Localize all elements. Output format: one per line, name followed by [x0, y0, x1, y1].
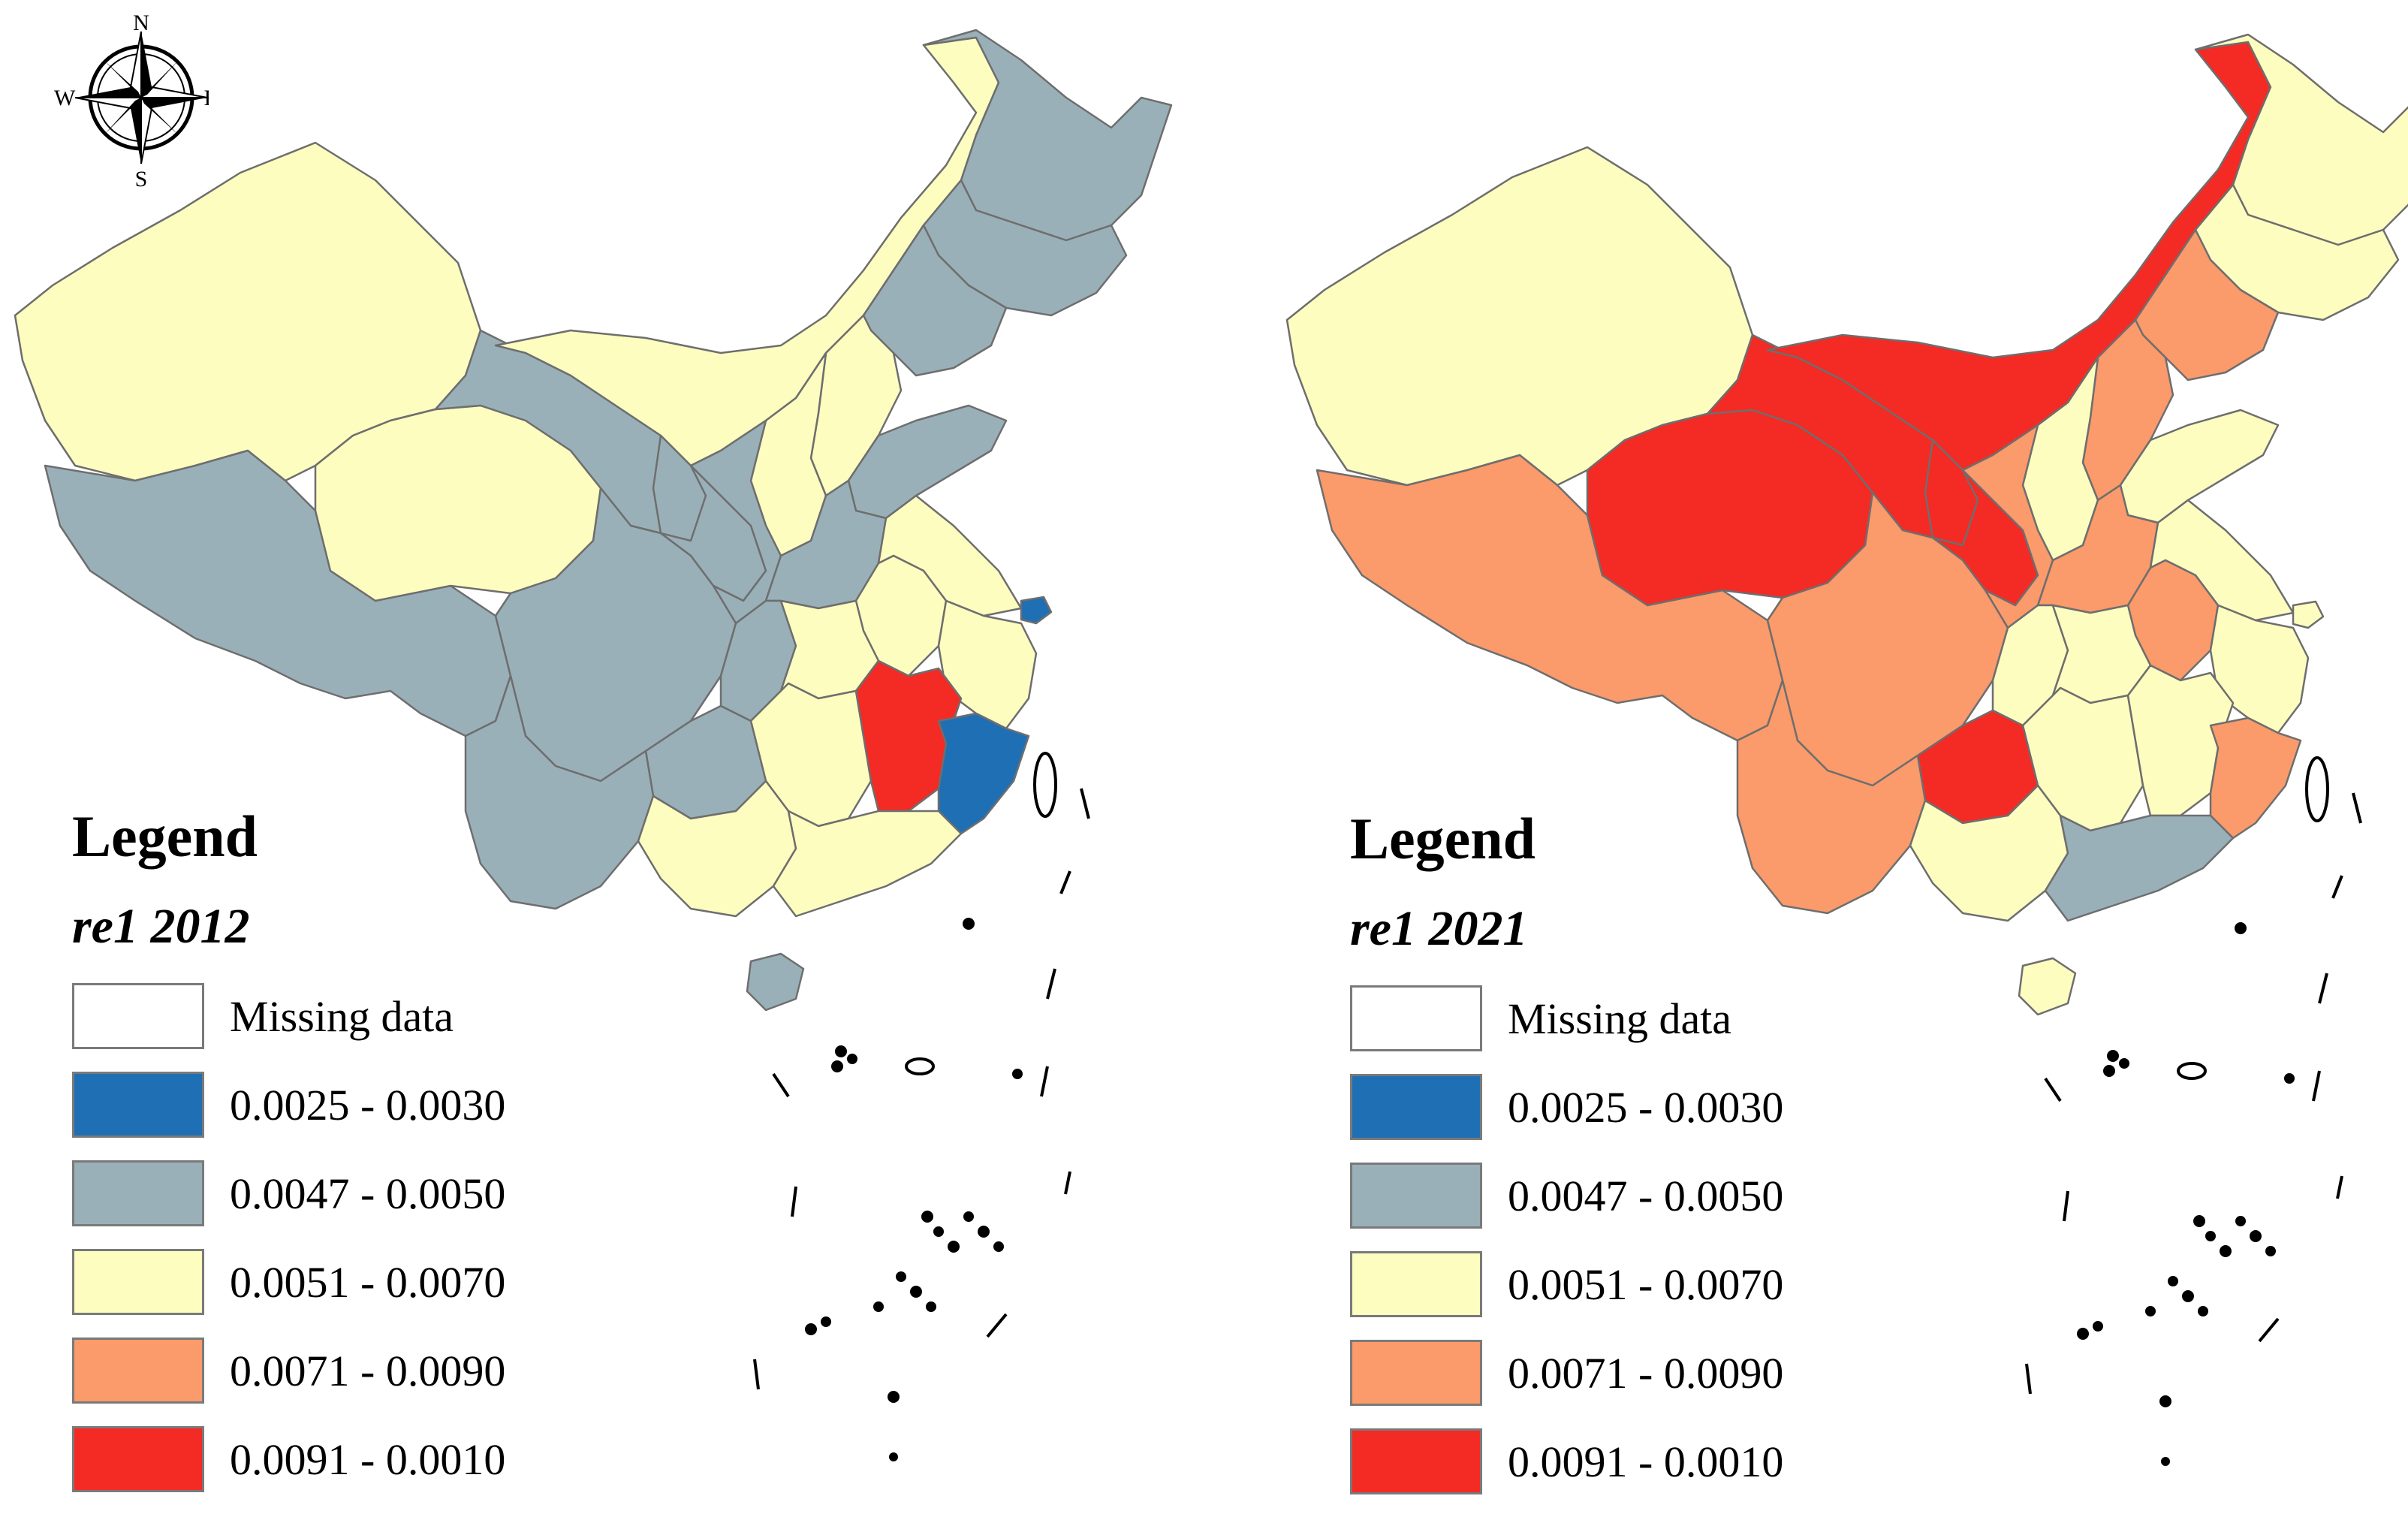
legend-subtitle: re1 2012 [72, 899, 250, 954]
legend-label: 0.0025 - 0.0030 [230, 1080, 506, 1129]
region-fujian [2209, 716, 2302, 840]
legend-item: Missing data [72, 983, 505, 1049]
legend-item: 0.0047 - 0.0050 [72, 1160, 505, 1226]
legend-item: 0.0091 - 0.0010 [72, 1426, 505, 1492]
legend-item: 0.0051 - 0.0070 [1350, 1251, 1783, 1317]
legend-swatch [1350, 1163, 1482, 1229]
legend-label: 0.0051 - 0.0070 [230, 1257, 506, 1307]
legend-item: 0.0071 - 0.0090 [72, 1338, 505, 1404]
legend-swatch [1350, 985, 1482, 1051]
legend-label: 0.0071 - 0.0090 [1508, 1348, 1784, 1398]
region-zhejiang [937, 599, 1038, 730]
region-zhejiang [2209, 604, 2310, 734]
legend-label: 0.0091 - 0.0010 [230, 1434, 506, 1484]
map-legend: Legend re1 2012 Missing data 0.0025 - 0.… [72, 807, 505, 1515]
legend-swatch [1350, 1428, 1482, 1494]
compass-east-label: E [204, 86, 209, 110]
legend-item: 0.0025 - 0.0030 [1350, 1074, 1783, 1140]
legend-label: 0.0047 - 0.0050 [1508, 1171, 1784, 1220]
region-heilongjiang [922, 29, 1173, 242]
legend-swatch [72, 1072, 204, 1138]
legend-label: Missing data [1508, 994, 1732, 1043]
legend-title: Legend [1350, 806, 1536, 871]
choropleth-map [14, 29, 1173, 1461]
choropleth-map [1285, 33, 2408, 1466]
region-hainan [746, 952, 805, 1012]
region-heilongjiang [2194, 33, 2408, 246]
legend-item: 0.0025 - 0.0030 [72, 1072, 505, 1138]
legend-swatch [72, 1160, 204, 1226]
legend-swatch [72, 1426, 204, 1492]
legend-swatch [1350, 1340, 1482, 1406]
region-fujian [937, 712, 1030, 835]
map-legend: Legend re1 2021 Missing data 0.0025 - 0.… [1350, 810, 1783, 1517]
legend-label: 0.0091 - 0.0010 [1508, 1437, 1784, 1486]
region-shanghai [2292, 600, 2325, 629]
region-hainan [2018, 957, 2077, 1016]
legend-swatch [1350, 1251, 1482, 1317]
map-panel-2021: Legend re1 2021 Missing data 0.0025 - 0.… [1276, 0, 2408, 1505]
legend-item: Missing data [1350, 985, 1783, 1051]
region-shanghai [1020, 596, 1053, 625]
legend-title: Legend [72, 804, 258, 869]
map-panel-2012: N S E W Legend re1 2012 Missing data 0.0… [0, 0, 1204, 1505]
legend-label: 0.0047 - 0.0050 [230, 1169, 506, 1218]
legend-label: 0.0071 - 0.0090 [230, 1346, 506, 1395]
legend-swatch [72, 1338, 204, 1404]
legend-label: Missing data [230, 991, 454, 1041]
island-markers [2025, 756, 2362, 1466]
legend-item: 0.0091 - 0.0010 [1350, 1428, 1783, 1494]
legend-subtitle: re1 2021 [1350, 901, 1528, 956]
compass-rose-icon: N S E W [54, 11, 209, 188]
legend-item: 0.0051 - 0.0070 [72, 1249, 505, 1315]
legend-swatch [72, 1249, 204, 1315]
legend-swatch [72, 983, 204, 1049]
legend-label: 0.0025 - 0.0030 [1508, 1082, 1784, 1132]
legend-swatch [1350, 1074, 1482, 1140]
legend-item: 0.0071 - 0.0090 [1350, 1340, 1783, 1406]
compass-south-label: S [135, 167, 148, 188]
legend-item: 0.0047 - 0.0050 [1350, 1163, 1783, 1229]
compass-north-label: N [133, 11, 149, 35]
compass-west-label: W [54, 86, 76, 110]
region-guangdong [2044, 814, 2235, 922]
island-markers [753, 752, 1090, 1461]
legend-label: 0.0051 - 0.0070 [1508, 1259, 1784, 1309]
region-guangdong [772, 810, 963, 918]
